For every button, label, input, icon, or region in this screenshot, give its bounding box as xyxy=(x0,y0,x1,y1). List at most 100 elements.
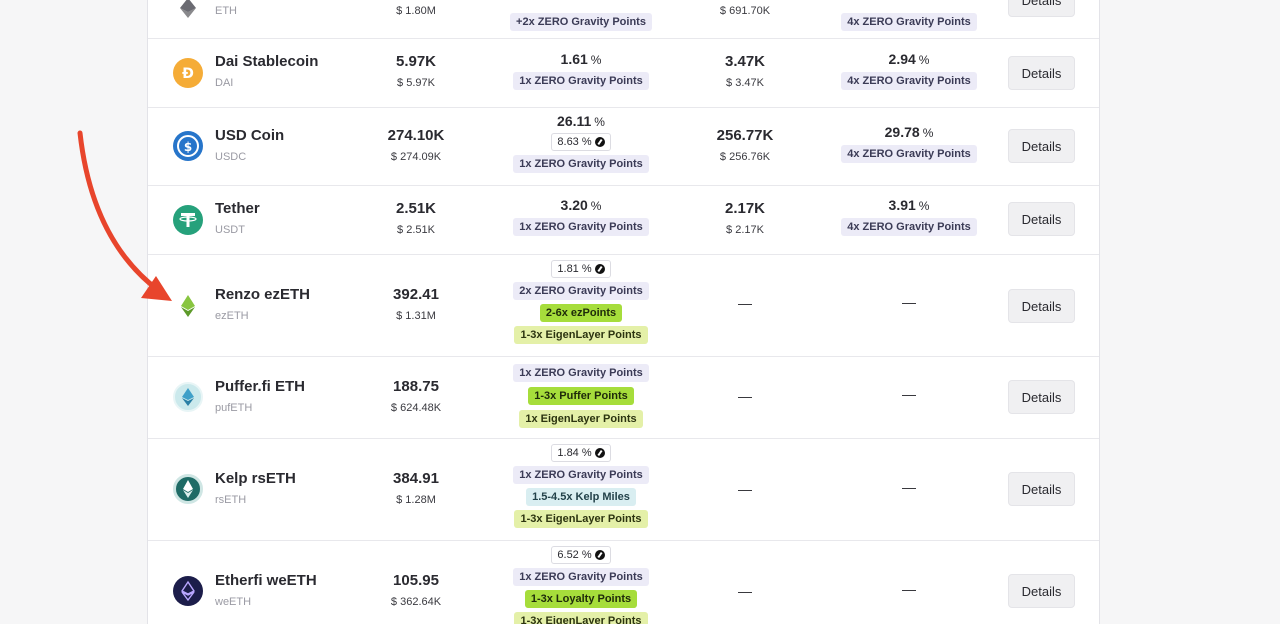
supply-value: $ 2.51K xyxy=(397,224,435,236)
borrow-value: $ 691.70K xyxy=(719,5,771,17)
asset-symbol: DAI xyxy=(215,77,234,89)
details-button[interactable]: Details xyxy=(1008,289,1075,323)
borrow-apy-empty: — xyxy=(902,479,916,495)
asset-symbol: ezETH xyxy=(215,310,249,322)
points-chip: +2x ZERO Gravity Points xyxy=(510,13,652,31)
points-chip: 1x ZERO Gravity Points xyxy=(513,218,649,236)
points-chip: 4x ZERO Gravity Points xyxy=(841,72,977,90)
points-chip: 4x ZERO Gravity Points xyxy=(841,145,977,163)
table-row: Renzo ezETH ezETH 392.41 $ 1.31M 1.81% 2… xyxy=(148,255,1099,357)
asset-symbol: pufETH xyxy=(215,402,253,414)
asset-symbol: USDT xyxy=(215,224,245,236)
asset-symbol: weETH xyxy=(215,596,252,608)
borrow-empty: — xyxy=(738,388,752,404)
points-chip: 1x ZERO Gravity Points xyxy=(513,568,649,586)
supply-value: $ 362.64K xyxy=(390,596,442,608)
asset-name: USD Coin xyxy=(215,127,285,144)
points-chip: 1x ZERO Gravity Points xyxy=(513,72,649,90)
reward-token-icon xyxy=(594,264,605,274)
points-chip: 1x ZERO Gravity Points xyxy=(513,364,649,382)
ezeth-icon xyxy=(181,295,195,317)
points-chip: 4x ZERO Gravity Points xyxy=(841,13,977,31)
borrow-apy-empty: — xyxy=(902,581,916,597)
table-row: $ USD Coin USDC 274.10K $ 274.09K 26.11%… xyxy=(148,108,1099,186)
table-row: Kelp rsETH rsETH 384.91 $ 1.28M 1.84% 1x… xyxy=(148,439,1099,541)
extra-apy-badge: 1.84% xyxy=(551,444,611,462)
ethereum-icon xyxy=(178,0,198,18)
details-button[interactable]: Details xyxy=(1008,56,1075,90)
reward-token-icon xyxy=(594,137,605,147)
usdc-icon: $ xyxy=(173,131,203,161)
supply-amount: 5.97K xyxy=(395,53,437,70)
supply-amount: 392.41 xyxy=(393,286,439,303)
details-button[interactable]: Details xyxy=(1008,202,1075,236)
borrow-apy: 3.91% xyxy=(888,197,930,213)
supply-value: $ 624.48K xyxy=(390,402,442,414)
table-row: Tether USDT 2.51K $ 2.51K 3.20% 1x ZERO … xyxy=(148,186,1099,255)
table-row: Ð Dai Stablecoin DAI 5.97K $ 5.97K 1.61%… xyxy=(148,39,1099,108)
borrow-apy: 29.78% xyxy=(884,124,934,140)
asset-name: Renzo ezETH xyxy=(215,286,311,303)
dai-icon: Ð xyxy=(173,58,203,88)
table-row: ETH $ 1.80M +2x ZERO Gravity Points $ 69… xyxy=(148,0,1099,39)
borrow-amount: 3.47K xyxy=(724,53,766,70)
details-button[interactable]: Details xyxy=(1008,129,1075,163)
asset-symbol: rsETH xyxy=(215,494,247,506)
supply-amount: 188.75 xyxy=(393,378,439,395)
supply-apy: 3.20% xyxy=(560,197,602,213)
points-chip: 2x ZERO Gravity Points xyxy=(513,282,649,300)
asset-name: Puffer.fi ETH xyxy=(215,378,306,395)
supply-amount: 274.10K xyxy=(387,127,445,144)
table-row: Puffer.fi ETH pufETH 188.75 $ 624.48K 1x… xyxy=(148,357,1099,439)
asset-name: Kelp rsETH xyxy=(215,470,296,487)
tether-icon xyxy=(173,205,203,235)
asset-name: Etherfi weETH xyxy=(215,572,317,589)
details-button[interactable]: Details xyxy=(1008,380,1075,414)
borrow-amount: 2.17K xyxy=(724,200,766,217)
supply-value: $ 1.28M xyxy=(396,494,436,506)
points-chip: 1-3x Puffer Points xyxy=(528,387,634,405)
rseth-icon xyxy=(173,474,203,504)
reward-token-icon xyxy=(594,448,605,458)
points-chip: 2-6x ezPoints xyxy=(539,304,623,322)
asset-name: Tether xyxy=(215,200,260,217)
pufeth-icon xyxy=(173,382,203,412)
extra-apy-badge: 1.81% xyxy=(551,260,611,278)
details-button[interactable]: Details xyxy=(1008,472,1075,506)
borrow-value: $ 256.76K xyxy=(719,151,771,163)
supply-amount: 105.95 xyxy=(393,572,439,589)
points-chip: 1x ZERO Gravity Points xyxy=(513,466,649,484)
borrow-empty: — xyxy=(738,583,752,599)
points-chip: 1-3x Loyalty Points xyxy=(524,590,638,608)
asset-name: Dai Stablecoin xyxy=(215,53,319,70)
supply-amount: 2.51K xyxy=(395,200,437,217)
weeth-icon xyxy=(173,576,203,606)
asset-symbol: ETH xyxy=(215,5,237,17)
borrow-apy: 2.94% xyxy=(888,51,930,67)
points-chip: 1-3x EigenLayer Points xyxy=(514,612,648,624)
points-chip: 1x EigenLayer Points xyxy=(519,410,643,428)
borrow-empty: — xyxy=(738,295,752,311)
supply-apy: 26.11% xyxy=(557,113,605,129)
supply-value: $ 1.80M xyxy=(396,5,436,17)
points-chip: 1-3x EigenLayer Points xyxy=(514,326,648,344)
svg-text:$: $ xyxy=(184,140,192,154)
borrow-apy-empty: — xyxy=(902,294,916,310)
extra-apy-badge: 8.63% xyxy=(551,133,611,151)
details-button[interactable]: Details xyxy=(1008,574,1075,608)
supply-value: $ 274.09K xyxy=(390,151,442,163)
points-chip: 1-3x EigenLayer Points xyxy=(514,510,648,528)
supply-amount: 384.91 xyxy=(393,470,439,487)
borrow-value: $ 2.17K xyxy=(726,224,764,236)
borrow-apy-empty: — xyxy=(902,386,916,402)
supply-value: $ 5.97K xyxy=(397,77,435,89)
points-chip: 1.5-4.5x Kelp Miles xyxy=(526,488,636,506)
borrow-empty: — xyxy=(738,481,752,497)
details-button[interactable]: Details xyxy=(1008,0,1075,17)
extra-apy-badge: 6.52% xyxy=(551,546,611,564)
svg-text:Ð: Ð xyxy=(182,66,194,82)
supply-value: $ 1.31M xyxy=(396,310,436,322)
points-chip: 4x ZERO Gravity Points xyxy=(841,218,977,236)
markets-table: ETH $ 1.80M +2x ZERO Gravity Points $ 69… xyxy=(147,0,1100,624)
points-chip: 1x ZERO Gravity Points xyxy=(513,155,649,173)
